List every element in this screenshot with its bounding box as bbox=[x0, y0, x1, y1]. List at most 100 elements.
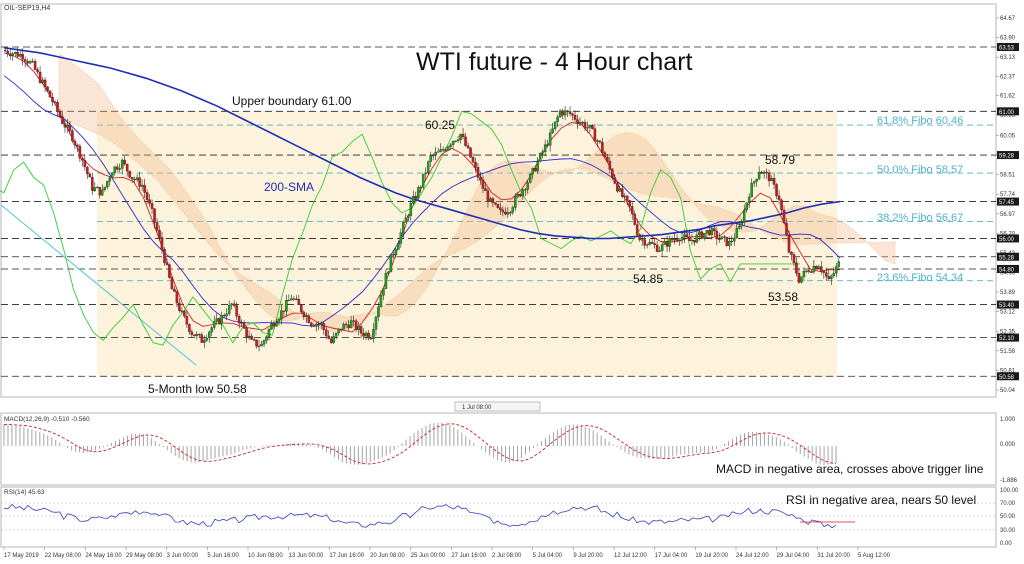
candle-body bbox=[205, 337, 209, 341]
candle-body bbox=[342, 324, 345, 330]
candle-body bbox=[613, 177, 617, 184]
candle-body bbox=[178, 302, 181, 311]
candle-body bbox=[11, 53, 14, 57]
candle-body bbox=[456, 139, 460, 142]
candle-body bbox=[138, 177, 141, 187]
price-tick-label: 61.62 bbox=[1000, 94, 1016, 100]
candle-body bbox=[777, 195, 781, 201]
candle-body bbox=[317, 324, 320, 326]
candle-body bbox=[531, 167, 534, 175]
candle-body bbox=[601, 141, 604, 153]
candle-body bbox=[379, 295, 383, 308]
candle-body bbox=[36, 69, 39, 73]
candle-body bbox=[53, 101, 57, 103]
candle-body bbox=[173, 288, 176, 292]
candle-body bbox=[501, 209, 505, 213]
candle-body bbox=[690, 239, 694, 242]
candle-body bbox=[397, 243, 400, 250]
candle-body bbox=[611, 169, 614, 179]
candle-body bbox=[155, 222, 159, 231]
candle-body bbox=[653, 243, 656, 246]
candle-body bbox=[586, 127, 589, 129]
price-tick-label: 50.81 bbox=[1000, 368, 1016, 374]
candle-body bbox=[247, 335, 251, 338]
candle-body bbox=[439, 149, 442, 152]
candle-body bbox=[407, 215, 410, 219]
sma-200-line bbox=[3, 46, 841, 240]
candle-body bbox=[275, 322, 278, 327]
level-price-label: 59.28 bbox=[999, 154, 1015, 160]
candle-body bbox=[68, 124, 72, 131]
candle-body bbox=[120, 159, 124, 169]
price-tick-label: 56.20 bbox=[1000, 231, 1016, 237]
candle-body bbox=[703, 233, 706, 239]
candle-body bbox=[130, 177, 134, 180]
candle-body bbox=[608, 160, 612, 170]
candle-body bbox=[795, 262, 798, 274]
candle-body bbox=[685, 234, 689, 238]
candle-body bbox=[461, 133, 465, 138]
candle-body bbox=[678, 240, 681, 242]
macd-signal-line bbox=[3, 423, 837, 465]
candle-body bbox=[188, 324, 191, 332]
candle-body bbox=[295, 298, 298, 300]
candle-body bbox=[163, 248, 166, 263]
price-tick-label: 60.85 bbox=[1000, 113, 1016, 119]
macd-tick-top: 1.000 bbox=[1000, 417, 1016, 423]
candle-body bbox=[252, 339, 256, 341]
candle-body bbox=[484, 188, 487, 192]
candle-body bbox=[83, 160, 87, 168]
candle-body bbox=[18, 54, 22, 57]
candle-body bbox=[38, 71, 42, 83]
candle-body bbox=[444, 149, 447, 151]
candle-body bbox=[431, 155, 435, 157]
rsi-header: RSI(14) 45.63 bbox=[4, 489, 45, 496]
candle-body bbox=[215, 318, 218, 322]
candle-body bbox=[217, 318, 221, 324]
candle-body bbox=[384, 273, 388, 289]
candle-body bbox=[81, 158, 84, 161]
candle-body bbox=[312, 325, 316, 327]
time-tick-label: 22 May 08:00 bbox=[45, 553, 82, 559]
price-tick-label: 62.37 bbox=[1000, 74, 1016, 80]
candle-body bbox=[660, 244, 664, 251]
candle-body bbox=[538, 153, 542, 162]
candle-body bbox=[765, 171, 768, 173]
candle-body bbox=[519, 194, 522, 197]
candle-body bbox=[606, 157, 609, 162]
candle-body bbox=[496, 204, 500, 208]
candle-body bbox=[421, 173, 425, 188]
candle-body bbox=[621, 188, 624, 197]
candle-body bbox=[237, 316, 241, 324]
candle-body bbox=[285, 300, 288, 312]
candle-body bbox=[362, 333, 365, 337]
candle-body bbox=[402, 222, 405, 233]
price-tick-label: 63.13 bbox=[1000, 55, 1016, 61]
candle-body bbox=[16, 51, 19, 57]
main-price-panel: OIL-SEP19,H4 WTI future - 4 Hour chart U… bbox=[0, 3, 1019, 412]
candle-body bbox=[287, 299, 291, 302]
candle-body bbox=[424, 172, 427, 175]
price-tick-label: 57.74 bbox=[1000, 192, 1016, 198]
time-tick-label: 10 Jun 08:00 bbox=[248, 553, 283, 559]
kijun-line bbox=[3, 75, 841, 327]
price-axis: 64.67 63.90 63.13 62.37 61.62 60.85 60.05 59.28… bbox=[996, 16, 1019, 394]
candle-body bbox=[56, 102, 59, 112]
candle-body bbox=[367, 332, 370, 339]
candle-body bbox=[800, 276, 803, 283]
candle-body bbox=[222, 315, 226, 317]
candle-body bbox=[245, 328, 248, 338]
candle-body bbox=[262, 340, 266, 345]
candle-body bbox=[524, 189, 527, 191]
level-price-label: 50.58 bbox=[999, 375, 1015, 381]
level-price-label: 52.10 bbox=[999, 336, 1015, 342]
candle-body bbox=[280, 310, 283, 320]
candle-body bbox=[441, 149, 445, 151]
candle-body bbox=[140, 184, 144, 187]
price-tick-label: 58.51 bbox=[1000, 173, 1016, 179]
candle-body bbox=[382, 288, 385, 296]
level-price-box bbox=[997, 234, 1019, 243]
candle-body bbox=[598, 140, 602, 143]
candle-body bbox=[302, 311, 306, 317]
